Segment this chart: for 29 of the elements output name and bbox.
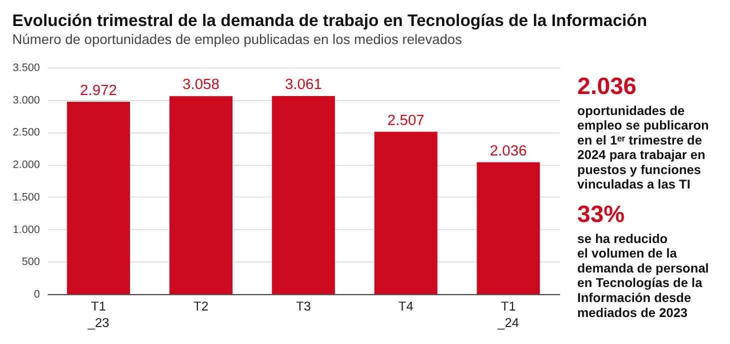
- data-label: 2.036: [490, 143, 527, 160]
- y-tick-label: 2.000: [12, 159, 40, 172]
- data-label: 3.058: [182, 77, 220, 94]
- bar: [272, 96, 335, 294]
- y-tick-label: 1.500: [12, 191, 40, 204]
- y-tick-label: 0: [34, 288, 40, 301]
- bar: [66, 102, 130, 294]
- y-tick-label: 3.500: [12, 62, 40, 74]
- y-tick-label: 2.500: [12, 126, 40, 139]
- bar: [476, 162, 540, 294]
- data-label: 2.972: [80, 82, 117, 99]
- chart-title: Evolución trimestral de la demanda de trabajo en Tecnologías de la Información: [12, 11, 648, 30]
- text: 33%: [577, 202, 625, 228]
- bar: [374, 132, 438, 294]
- text: 2.036: [577, 74, 636, 100]
- text: se ha reducido el volumen de la demanda de personal en Tecnologías de la Información desde mediados de 2023: [577, 230, 709, 320]
- data-label: 3.061: [284, 77, 322, 94]
- x-tick-label: T2: [194, 298, 208, 314]
- x-tick-label: T4: [398, 298, 414, 314]
- text: oportunidades de empleo se publicaron en el 1ᵉʳ trimestre de 2024 para trabajar en puestos y funciones vinculadas a las TI: [577, 102, 710, 192]
- data-label: 2.507: [387, 112, 424, 129]
- x-tick-label: T3: [296, 298, 311, 314]
- y-tick-label: 1.000: [12, 224, 40, 236]
- y-tick-label: 500: [22, 256, 40, 268]
- x-tick-label: T1 _24: [496, 298, 520, 330]
- bar: [169, 96, 232, 294]
- x-tick-label: T1 _23: [86, 298, 110, 330]
- chart-subtitle: Número de oportunidades de empleo publicadas en los medios relevados: [12, 32, 462, 47]
- y-tick-label: 3.000: [12, 94, 40, 106]
